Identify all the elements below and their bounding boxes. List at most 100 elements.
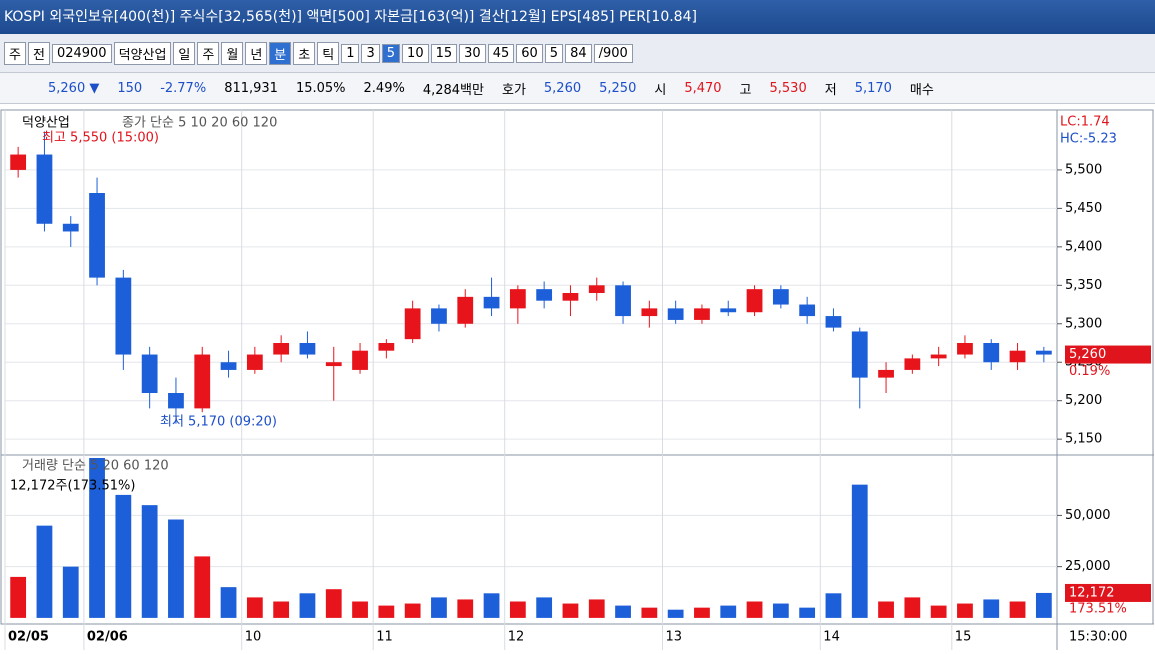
toolbar-button[interactable]: 024900 [51, 43, 112, 63]
candle-body [220, 362, 237, 370]
quote-field[interactable]: 5,260 [543, 80, 582, 96]
toolbar-button[interactable]: 60 [516, 43, 543, 63]
toolbar-button[interactable]: /900 [593, 43, 633, 63]
quote-field[interactable]: 5,250 [599, 80, 637, 96]
toolbar-button[interactable]: 분 [269, 41, 292, 65]
volume-bar [1009, 601, 1026, 618]
candle-body [431, 308, 447, 324]
current-volume-box [1065, 583, 1151, 602]
y-tick-label: 5,200 [1065, 393, 1102, 408]
volume-bar [667, 609, 684, 618]
toolbar-button[interactable]: 일 [173, 41, 196, 65]
candle-body [457, 296, 474, 324]
candle-body [772, 289, 789, 305]
candle-body [89, 193, 105, 278]
toolbar-button[interactable]: 덕양산업 [113, 41, 172, 65]
quote-field[interactable]: 호가 [501, 82, 526, 98]
candle-body [536, 289, 553, 301]
candle-body [930, 354, 947, 359]
quote-field[interactable]: 5,470 [684, 80, 722, 96]
title-text: KOSPI 외국인보유[400(천)] 주식수[32,565(천)] 액면[50… [4, 9, 697, 25]
volume-bar [273, 601, 290, 618]
candle-body [168, 393, 184, 409]
current-volume-ratio: 173.51% [1069, 601, 1127, 616]
quote-field[interactable]: 2.49% [363, 80, 405, 96]
volume-bar [615, 605, 631, 618]
toolbar-button[interactable]: 초 [293, 41, 316, 65]
candle-body [983, 343, 1000, 363]
toolbar-button[interactable]: 3 [361, 43, 380, 63]
quote-field[interactable]: 811,931 [224, 80, 278, 96]
volume-bar [299, 593, 316, 618]
quote-field[interactable]: 4,284백만 [422, 82, 484, 98]
y-tick-label: 5,400 [1065, 239, 1102, 254]
quote-field[interactable]: 15.05% [295, 80, 346, 96]
candle-body [404, 308, 421, 340]
volume-bar [352, 601, 368, 618]
volume-bar [62, 566, 79, 618]
toolbar-button[interactable]: 1 [341, 43, 360, 63]
toolbar-button[interactable]: 15 [430, 43, 458, 63]
y-tick-label: 25,000 [1065, 559, 1111, 574]
candle-body [194, 354, 211, 409]
quote-field[interactable]: 5,170 [854, 80, 892, 96]
volume-bar [431, 597, 447, 618]
volume-bar [325, 589, 342, 618]
quote-field[interactable]: 5,260 ▼ [48, 80, 100, 96]
candle-body [1035, 350, 1052, 355]
toolbar-button[interactable]: 주 [4, 41, 26, 65]
x-tick-label: 12 [508, 630, 525, 645]
volume-bar [378, 605, 395, 618]
side-label: HC:-5.23 [1060, 132, 1117, 147]
volume-bar [983, 599, 1000, 618]
volume-bar [509, 601, 526, 618]
title-bar: KOSPI 외국인보유[400(천)] 주식수[32,565(천)] 액면[50… [0, 0, 1155, 34]
toolbar-button[interactable]: 45 [487, 43, 515, 63]
x-tick-label: 11 [376, 630, 393, 645]
current-price: 5,260 [1069, 347, 1106, 362]
volume-bar [851, 484, 868, 618]
volume-bar [246, 597, 263, 618]
x-tick-label: 02/05 [8, 630, 49, 645]
volume-bar [141, 505, 158, 618]
quote-field[interactable]: 매수 [909, 82, 934, 98]
candle-body [799, 304, 816, 317]
x-tick-label: 14 [823, 630, 840, 645]
volume-bar [720, 605, 737, 618]
toolbar-button[interactable]: 5 [544, 43, 564, 63]
quote-field[interactable]: -2.77% [160, 80, 207, 96]
quote-field[interactable]: 저 [824, 82, 837, 98]
current-volume: 12,172 [1069, 585, 1115, 600]
volume-bar [483, 593, 500, 618]
toolbar-button[interactable]: 전 [27, 41, 50, 65]
toolbar-button[interactable]: 30 [459, 43, 486, 63]
toolbar-button[interactable]: 월 [221, 41, 244, 65]
quote-field[interactable]: 시 [654, 82, 667, 98]
volume-bar [36, 525, 53, 618]
volume-bar [404, 603, 421, 618]
volume-bar [89, 458, 105, 618]
candle-body [10, 154, 27, 170]
toolbar-button[interactable]: 주 [197, 41, 220, 65]
quote-field[interactable]: 고 [739, 82, 752, 98]
toolbar-button[interactable]: 년 [245, 41, 268, 65]
quote-field[interactable]: 5,530 [769, 80, 807, 96]
legend-item: 종가 단순 5 10 20 60 120 [122, 116, 277, 131]
y-tick-label: 50,000 [1065, 508, 1111, 523]
candle-body [273, 343, 290, 355]
candle-body [720, 308, 737, 313]
toolbar-button[interactable]: 10 [402, 43, 429, 63]
quote-field[interactable]: 150 [117, 80, 143, 96]
volume-bar [194, 556, 211, 618]
toolbar: 주 전 024900 덕양산업 일 주 월 년 분 초 틱 1 3 5 10 15 30 45 60 5 84/900 [0, 34, 1155, 72]
legend-item: 덕양산업 [22, 116, 70, 131]
toolbar-button[interactable]: 84 [565, 43, 592, 63]
toolbar-button[interactable]: 틱 [317, 41, 340, 65]
current-price-box [1065, 345, 1151, 364]
candle-body [141, 354, 158, 393]
toolbar-button[interactable]: 5 [381, 43, 401, 63]
candle-body [825, 316, 842, 328]
candle-body [352, 350, 368, 370]
volume-bar [10, 576, 27, 618]
